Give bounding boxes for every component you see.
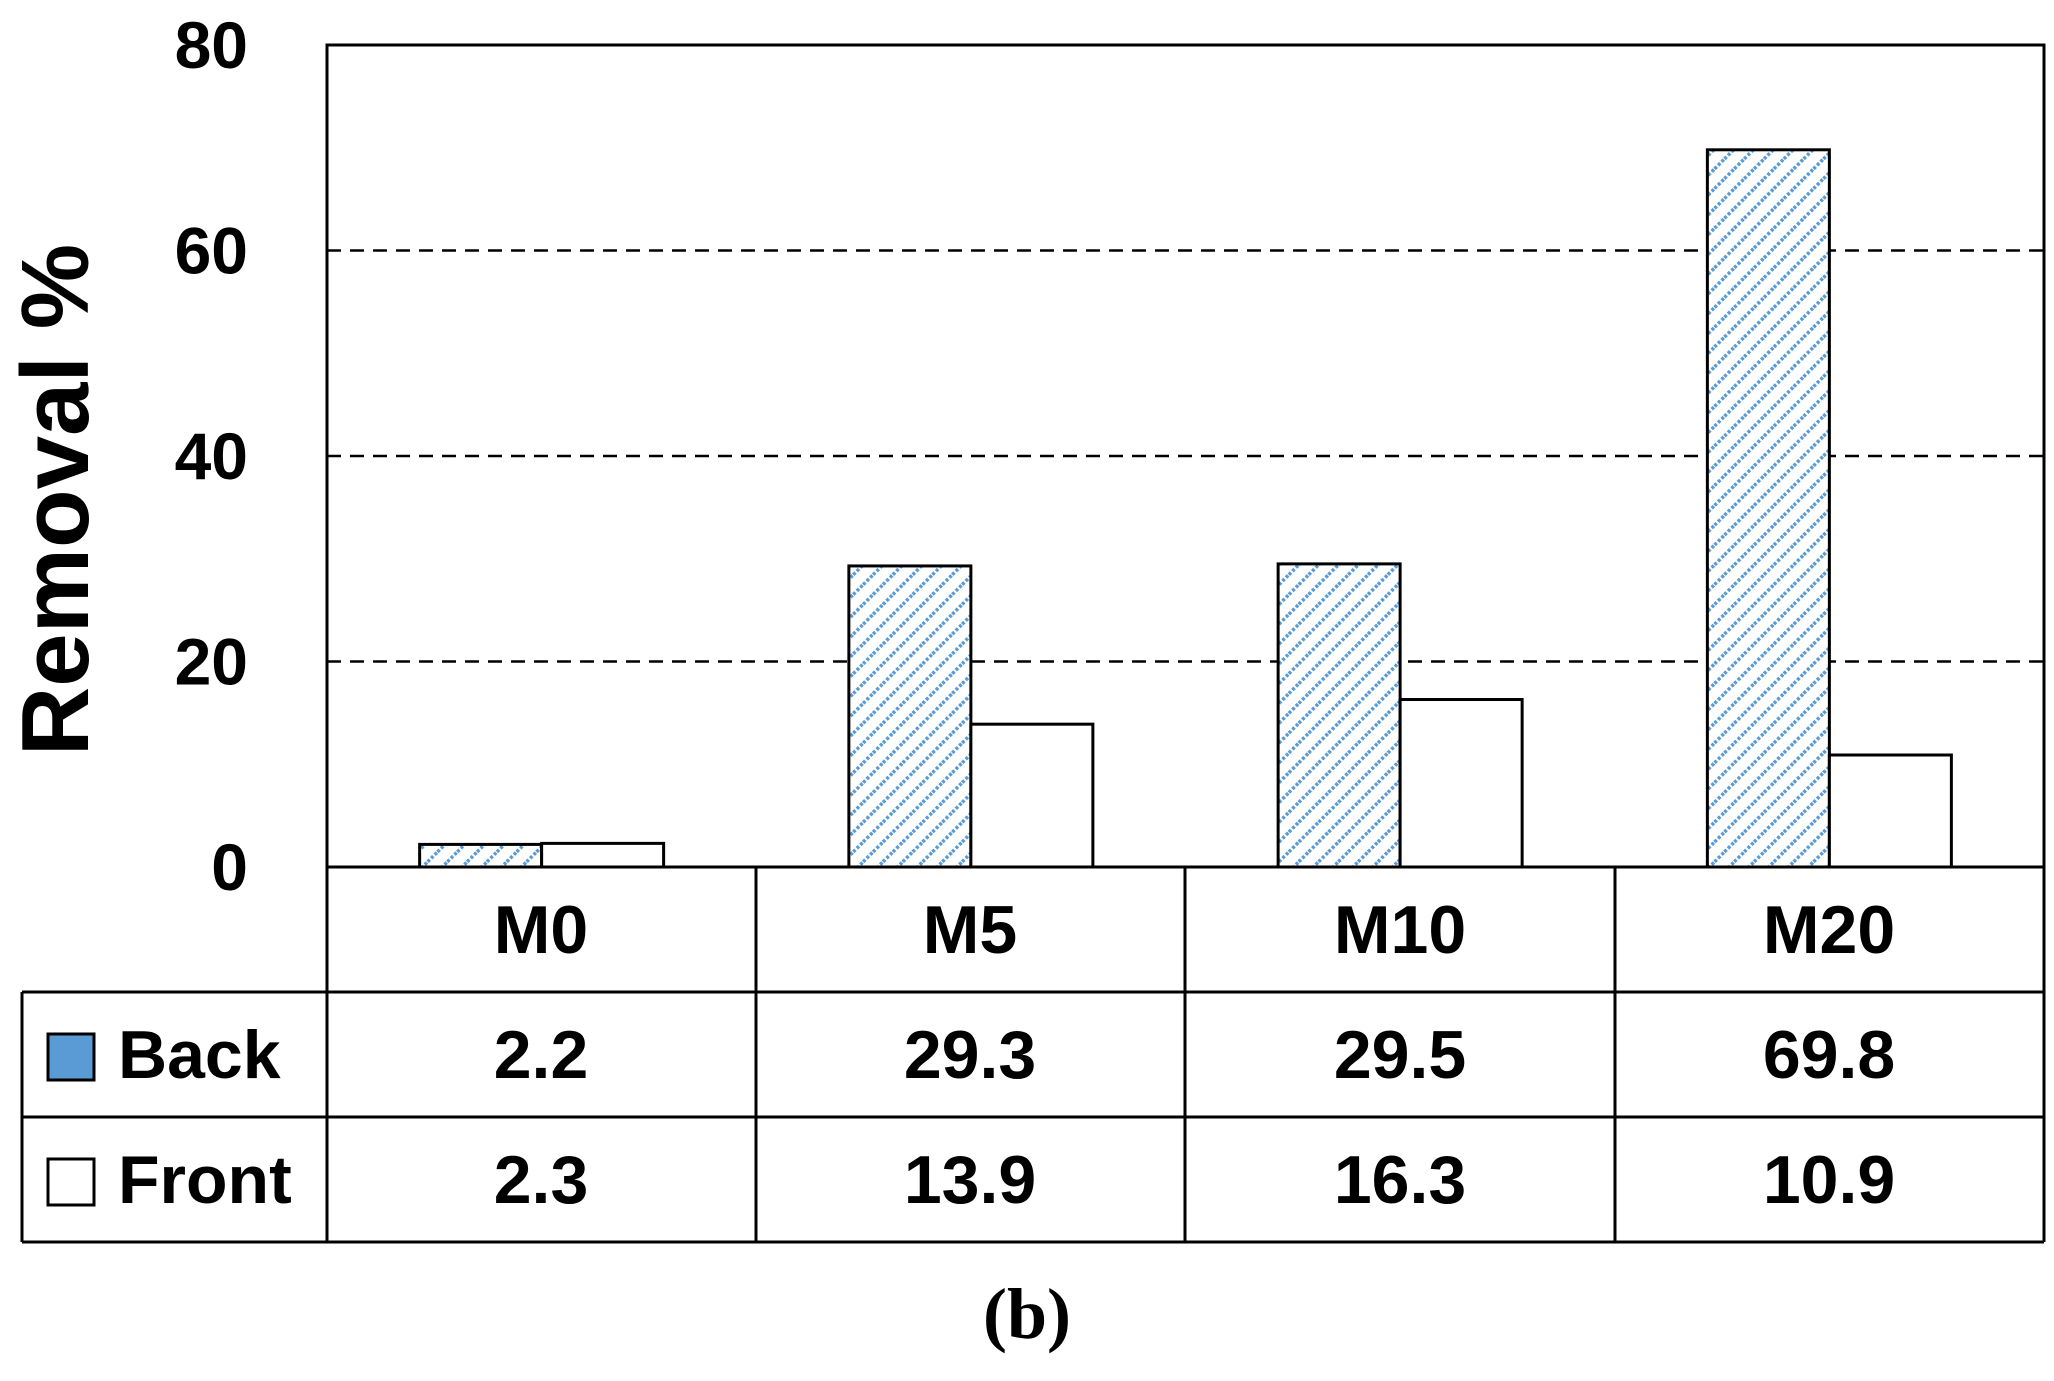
- bar-back-m0: [418, 842, 544, 869]
- legend-label-back: Back: [118, 1017, 281, 1093]
- y-tick-label: 60: [175, 214, 248, 288]
- bar-front-m5: [969, 722, 1095, 869]
- bar-back-m10: [1276, 562, 1402, 869]
- table-cell-back: 2.2: [494, 1017, 589, 1093]
- y-axis-ticks: 0 20 40 60 80: [175, 8, 248, 904]
- category-label: M10: [1334, 892, 1466, 968]
- legend-swatch-back: [46, 1032, 96, 1082]
- y-tick-label: 80: [175, 8, 248, 82]
- category-label: M5: [923, 892, 1017, 968]
- y-tick-label: 0: [211, 830, 248, 904]
- legend-label-front: Front: [118, 1142, 292, 1218]
- y-axis-label: Removal %: [2, 244, 109, 756]
- bars: [418, 148, 1953, 869]
- legend-swatch-front: [46, 1157, 96, 1207]
- bar-front-m0: [540, 841, 666, 869]
- table-cell-front: 10.9: [1763, 1142, 1895, 1218]
- table-cell-front: 16.3: [1334, 1142, 1466, 1218]
- bar-back-m5: [847, 564, 973, 869]
- bar-front-m10: [1398, 698, 1524, 869]
- table-cell-front: 2.3: [494, 1142, 589, 1218]
- y-tick-label: 40: [175, 419, 248, 493]
- table-cell-back: 29.5: [1334, 1017, 1466, 1093]
- bar-front-m20: [1827, 753, 1953, 869]
- table-cell-back: 29.3: [904, 1017, 1036, 1093]
- table-cell-front: 13.9: [904, 1142, 1036, 1218]
- category-label: M0: [494, 892, 588, 968]
- y-tick-label: 20: [175, 625, 248, 699]
- bar-back-m20: [1705, 148, 1831, 869]
- category-label: M20: [1763, 892, 1895, 968]
- data-table: Back Front M0 M5 M10 M20 2.2 29.3 29.5 6…: [20, 867, 2046, 1244]
- figure-caption: (b): [983, 1274, 1071, 1354]
- table-cell-back: 69.8: [1763, 1017, 1895, 1093]
